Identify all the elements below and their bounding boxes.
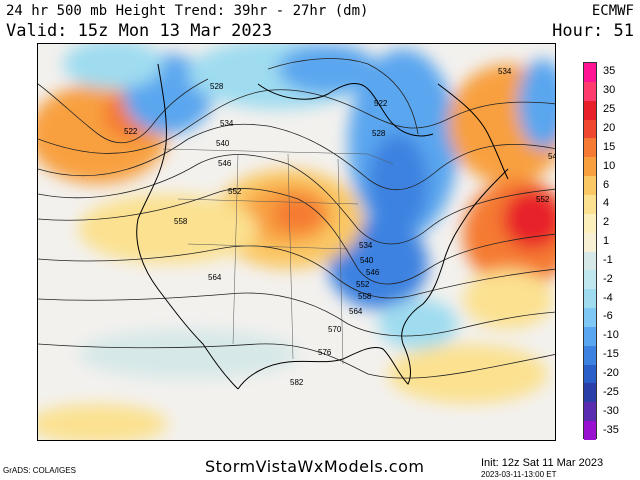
contour-label: 552 [228,187,242,196]
legend-swatch [584,289,596,309]
legend-label: -35 [603,423,619,436]
legend-label: 4 [603,197,610,210]
legend-label: 30 [603,84,616,97]
legend-label: -15 [603,348,619,361]
contour-label: 570 [328,325,342,334]
contour-label: 582 [290,378,304,387]
legend-swatch [584,81,596,101]
legend-swatch [584,270,596,290]
legend-swatch [584,402,596,422]
political-borders [162,148,394,365]
legend-swatch [584,63,596,82]
legend-label: -25 [603,385,619,398]
legend-swatch [584,251,596,271]
trend-shading [38,44,555,440]
contour-label: 558 [174,217,188,226]
legend-swatch [584,232,596,252]
site-watermark: StormVistaWxModels.com [205,457,425,476]
legend-label: 35 [603,65,616,78]
legend-swatch [584,100,596,120]
legend-swatch [584,383,596,403]
legend-swatch [584,326,596,346]
contour-label: 546 [218,159,232,168]
legend-label: -30 [603,404,619,417]
legend-label: 2 [603,216,610,229]
legend-swatch [584,345,596,365]
legend-label: -1 [603,253,613,266]
contour-label: 558 [358,292,372,301]
contour-label: 534 [359,241,373,250]
legend-swatch [584,138,596,158]
contour-label: 540 [216,139,230,148]
height-contours [38,58,555,379]
contour-label: 576 [318,348,332,357]
contour-label: 534 [498,67,512,76]
legend-swatch [584,194,596,214]
legend-label: 6 [603,178,610,191]
height-trend-map: 522 528 534 540 546 552 558 564 570 576 … [38,44,556,440]
contour-label: 552 [536,195,550,204]
legend-label: -10 [603,329,619,342]
legend-label: -2 [603,272,613,285]
contour-labels: 522 528 534 540 546 552 558 564 570 576 … [124,67,556,387]
legend-label: -20 [603,367,619,380]
legend-swatch [584,364,596,384]
contour-label: 546 [548,152,556,161]
legend-swatch [584,176,596,196]
legend-label: -4 [603,291,613,304]
contour-label: 540 [360,256,374,265]
legend-label: 1 [603,235,610,248]
grads-credit: GrADS: COLA/IGES [3,466,76,475]
legend-label: 10 [603,159,616,172]
legend-swatch [584,157,596,177]
contour-label: 564 [208,273,222,282]
map-title: 24 hr 500 mb Height Trend: 39hr - 27hr (… [6,3,369,19]
contour-label: 564 [349,307,363,316]
contour-label: 552 [356,280,370,289]
generated-timestamp: 2023-03-11-13:00 ET [481,470,557,479]
valid-time: Valid: 15z Mon 13 Mar 2023 [6,21,273,41]
contour-label: 528 [210,82,224,91]
color-scale-legend [583,62,597,441]
model-name: ECMWF [591,3,634,19]
contour-label: 546 [366,268,380,277]
coastlines [136,63,509,390]
legend-swatch [584,213,596,233]
contour-label: 522 [374,99,388,108]
legend-swatch [584,421,596,441]
forecast-hour: Hour: 51 [552,21,634,41]
legend-label: 15 [603,140,616,153]
legend-label: -6 [603,310,613,323]
legend-swatch [584,119,596,139]
legend-label: 25 [603,103,616,116]
legend-label: 20 [603,121,616,134]
map-panel: 522 528 534 540 546 552 558 564 570 576 … [37,43,556,441]
contour-label: 528 [372,129,386,138]
legend-swatch [584,308,596,328]
init-time: Init: 12z Sat 11 Mar 2023 [481,457,604,469]
contour-label: 534 [220,119,234,128]
contour-label: 522 [124,127,138,136]
